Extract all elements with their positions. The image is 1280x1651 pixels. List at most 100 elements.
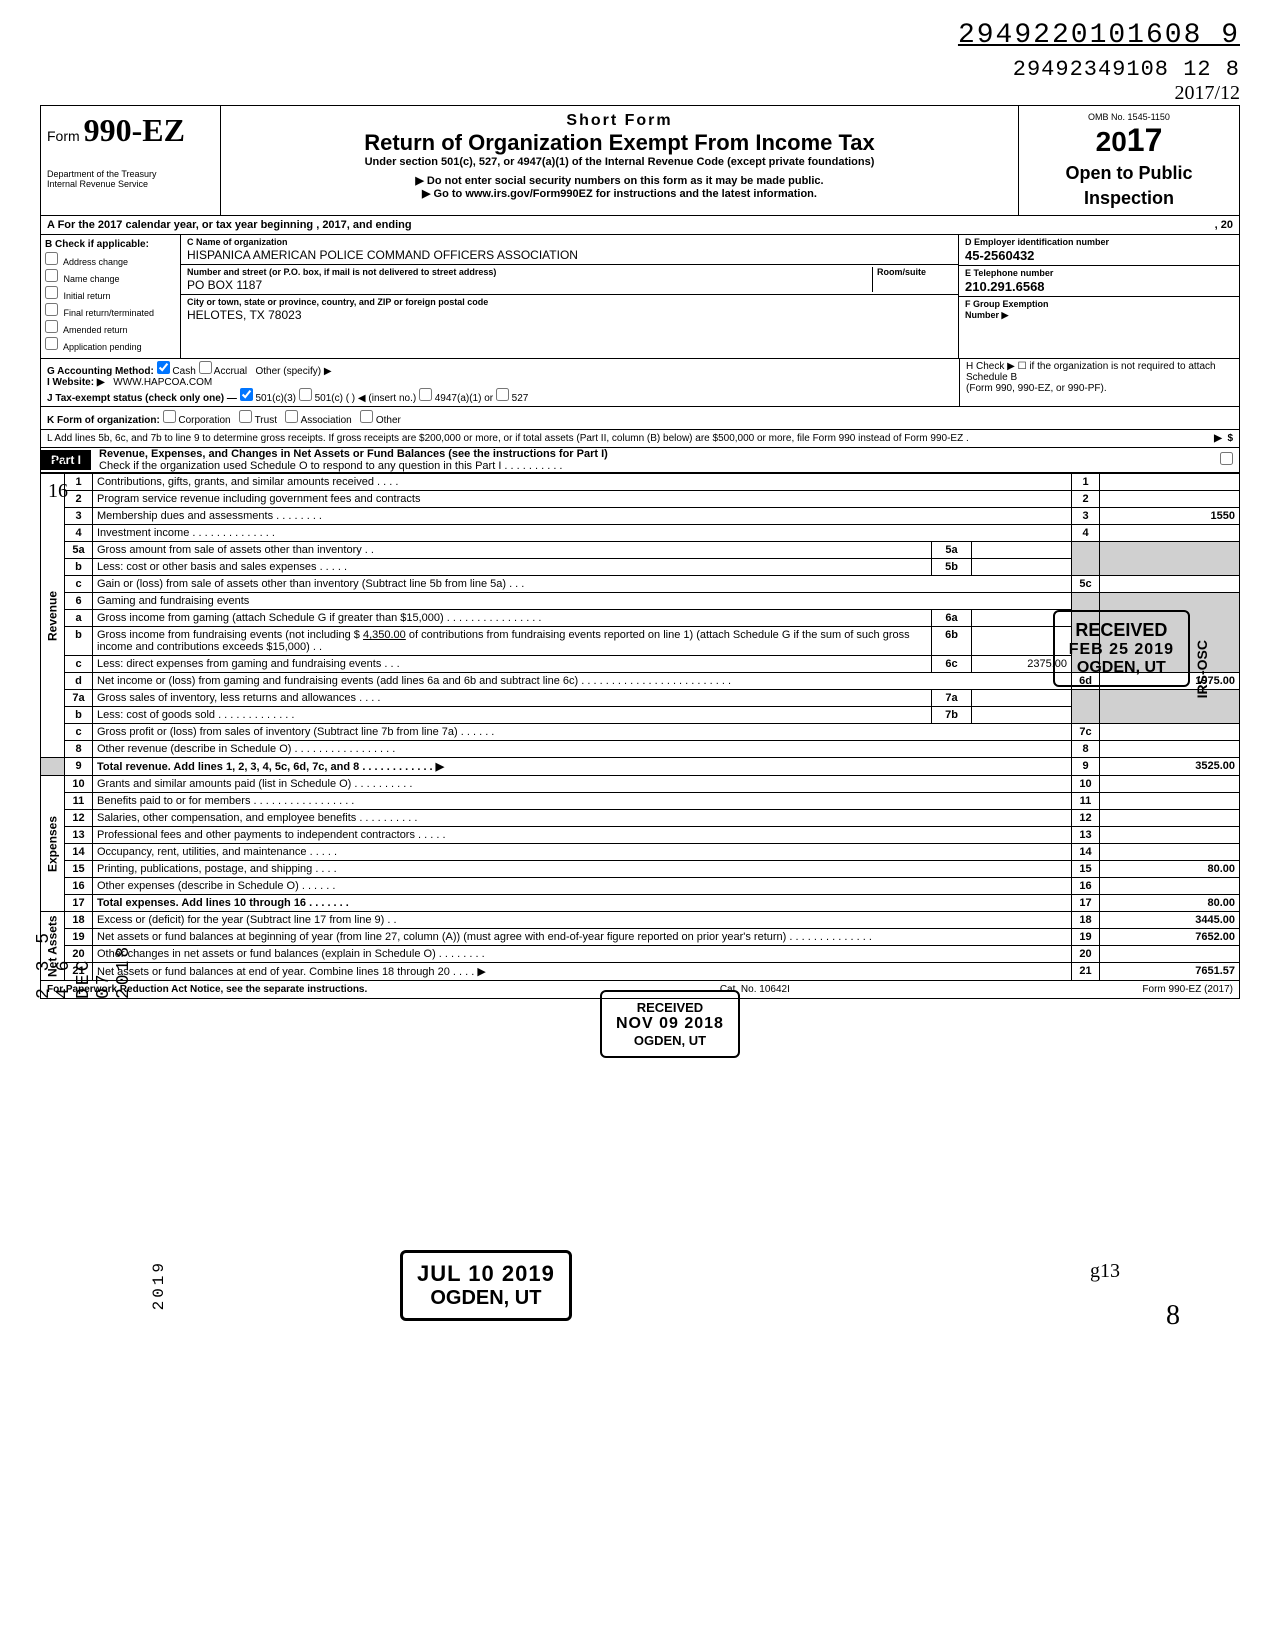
line-7a-desc: Gross sales of inventory, less returns a…: [93, 690, 932, 707]
line-13-desc: Professional fees and other payments to …: [93, 827, 1072, 844]
line-10-desc: Grants and similar amounts paid (list in…: [93, 776, 1072, 793]
f-label: F Group Exemption: [965, 299, 1049, 309]
chk-schedule-o[interactable]: [1220, 452, 1233, 465]
side-date-stamp: 2 3 5 4 6 DEC 07 2018: [34, 920, 134, 999]
hand-margin-67: 67: [48, 450, 68, 473]
chk-trust[interactable]: [239, 410, 252, 423]
hand-8: 8: [1166, 1300, 1180, 1332]
line-9-desc: Total revenue. Add lines 1, 2, 3, 4, 5c,…: [93, 758, 1072, 776]
chk-application-pending[interactable]: Application pending: [45, 337, 176, 352]
line-12-desc: Salaries, other compensation, and employ…: [93, 810, 1072, 827]
chk-initial-return[interactable]: Initial return: [45, 286, 176, 301]
g-label: G Accounting Method:: [47, 366, 154, 377]
line-a-pre: A For the 2017 calendar year, or tax yea…: [47, 219, 313, 231]
j-label: J Tax-exempt status (check only one) —: [47, 393, 237, 404]
line-15-desc: Printing, publications, postage, and shi…: [93, 861, 1072, 878]
chk-name-change[interactable]: Name change: [45, 269, 176, 284]
chk-corporation[interactable]: [163, 410, 176, 423]
part1-check-line: Check if the organization used Schedule …: [99, 460, 562, 472]
chk-amended-return[interactable]: Amended return: [45, 320, 176, 335]
line-6d-desc: Net income or (loss) from gaming and fun…: [93, 673, 1072, 690]
e-label: E Telephone number: [965, 268, 1053, 278]
part1-table: Revenue 1Contributions, gifts, grants, a…: [40, 473, 1240, 981]
chk-501c[interactable]: [299, 388, 312, 401]
line-17-val: 80.00: [1100, 895, 1240, 912]
form-year-box: OMB No. 1545-1150 2017 Open to Public In…: [1019, 106, 1239, 215]
received-stamp-3: JUL 10 2019 OGDEN, UT: [400, 1250, 572, 1321]
side-year-stamp: 2019: [150, 1260, 168, 1310]
line-2-desc: Program service revenue including govern…: [93, 491, 1072, 508]
chk-cash[interactable]: [157, 361, 170, 374]
part1-title: Revenue, Expenses, and Changes in Net As…: [99, 448, 608, 460]
line-21-val: 7651.57: [1100, 963, 1240, 981]
line-6b-amt: 4,350.00: [363, 629, 406, 641]
form-ref: Form 990-EZ (2017): [1142, 984, 1233, 995]
form-title: Return of Organization Exempt From Incom…: [227, 130, 1012, 156]
line-15-val: 80.00: [1100, 861, 1240, 878]
line-a-mid: , 2017, and ending: [316, 219, 411, 231]
irs-osc-stamp: IRS-OSC: [1194, 640, 1210, 698]
c-addr-label: Number and street (or P.O. box, if mail …: [187, 267, 496, 277]
org-name: HISPANICA AMERICAN POLICE COMMAND OFFICE…: [187, 248, 578, 262]
chk-accrual[interactable]: [199, 361, 212, 374]
chk-other-org[interactable]: [360, 410, 373, 423]
doc-locator-number: 2949220101608 9: [40, 20, 1240, 51]
line-9-val: 3525.00: [1100, 758, 1240, 776]
omb-number: OMB No. 1545-1150: [1025, 112, 1233, 122]
entity-info-grid: B Check if applicable: Address change Na…: [40, 235, 1240, 359]
chk-address-change[interactable]: Address change: [45, 252, 176, 267]
part1-header: Part I Revenue, Expenses, and Changes in…: [40, 448, 1240, 473]
chk-501c3[interactable]: [240, 388, 253, 401]
line-k: K Form of organization: Corporation Trus…: [40, 407, 1240, 430]
line-19-val: 7652.00: [1100, 929, 1240, 946]
hand-margin-16: 16: [48, 480, 68, 503]
chk-4947[interactable]: [419, 388, 432, 401]
line-20-desc: Other changes in net assets or fund bala…: [93, 946, 1072, 963]
form-subtitle: Under section 501(c), 527, or 4947(a)(1)…: [227, 156, 1012, 168]
line-5b-desc: Less: cost or other basis and sales expe…: [93, 559, 932, 576]
line-16-desc: Other expenses (describe in Schedule O) …: [93, 878, 1072, 895]
column-b: B Check if applicable: Address change Na…: [41, 235, 181, 358]
line-18-val: 3445.00: [1100, 912, 1240, 929]
line-1-desc: Contributions, gifts, grants, and simila…: [93, 474, 1072, 491]
line-5a-desc: Gross amount from sale of assets other t…: [93, 542, 932, 559]
short-form-label: Short Form: [227, 112, 1012, 130]
tax-year: 17: [1127, 122, 1163, 158]
h-label: H Check ▶ ☐ if the organization is not r…: [966, 361, 1233, 383]
line-6c-desc: Less: direct expenses from gaming and fu…: [93, 656, 932, 673]
line-g-i: G Accounting Method: Cash Accrual Other …: [40, 359, 1240, 407]
c-name-label: C Name of organization: [187, 237, 288, 247]
line-a-end: , 20: [1215, 219, 1233, 231]
expenses-label: Expenses: [41, 776, 65, 912]
line-17-desc: Total expenses. Add lines 10 through 16 …: [93, 895, 1072, 912]
chk-final-return[interactable]: Final return/terminated: [45, 303, 176, 318]
line-11-desc: Benefits paid to or for members . . . . …: [93, 793, 1072, 810]
form-header: Form 990-EZ Department of the Treasury I…: [40, 105, 1240, 216]
line-14-desc: Occupancy, rent, utilities, and maintena…: [93, 844, 1072, 861]
department-label: Department of the Treasury Internal Reve…: [47, 169, 214, 189]
ssn-warning: ▶ Do not enter social security numbers o…: [227, 174, 1012, 187]
line-19-desc: Net assets or fund balances at beginning…: [93, 929, 1072, 946]
line-6d-val: 1975.00: [1100, 673, 1240, 690]
line-6a-desc: Gross income from gaming (attach Schedul…: [93, 610, 932, 627]
line-4-desc: Investment income . . . . . . . . . . . …: [93, 525, 1072, 542]
doc-secondary-number: 29492349108 12 8: [40, 57, 1240, 82]
l-text: L Add lines 5b, 6c, and 7b to line 9 to …: [47, 433, 969, 444]
column-c: C Name of organization HISPANICA AMERICA…: [181, 235, 959, 358]
c-city-label: City or town, state or province, country…: [187, 297, 488, 307]
i-label: I Website: ▶: [47, 377, 105, 388]
phone-value: 210.291.6568: [965, 279, 1045, 294]
open-to-public: Open to Public: [1025, 163, 1233, 184]
org-city: HELOTES, TX 78023: [187, 308, 302, 322]
catalog-number: Cat. No. 10642I: [720, 984, 790, 995]
ein-value: 45-2560432: [965, 248, 1034, 263]
chk-association[interactable]: [285, 410, 298, 423]
line-6c-val: 2375.00: [972, 656, 1072, 673]
k-label: K Form of organization:: [47, 415, 160, 426]
form-number: 990-EZ: [84, 112, 185, 148]
line-18-desc: Excess or (deficit) for the year (Subtra…: [93, 912, 1072, 929]
chk-527[interactable]: [496, 388, 509, 401]
line-8-desc: Other revenue (describe in Schedule O) .…: [93, 741, 1072, 758]
hand-g13: g13: [1090, 1260, 1120, 1283]
line-3-val: 1550: [1100, 508, 1240, 525]
